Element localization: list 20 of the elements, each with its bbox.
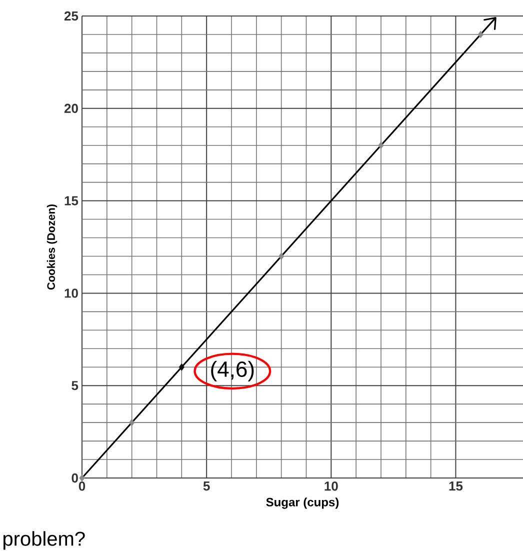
y-tick-label: 25 (64, 11, 78, 21)
point (129, 418, 135, 426)
x-tick-label: 5 (203, 482, 210, 491)
annotation: (4,6) (211, 360, 254, 382)
point (79, 474, 85, 482)
x-tick-label: 15 (449, 482, 463, 491)
point (378, 142, 384, 150)
point (178, 363, 184, 371)
y-tick-label: 5 (72, 381, 78, 390)
x-tick-label: 0 (78, 482, 86, 491)
text: problem? (3, 531, 85, 550)
x-axis-title: Sugar (cups) (266, 498, 339, 509)
y-tick-label: 15 (64, 196, 78, 206)
point (478, 30, 484, 38)
point (278, 252, 284, 260)
y-axis-title: Cookies (Dozen) (46, 204, 58, 290)
y-tick-label: 0 (72, 473, 78, 483)
y-tick-label: 20 (64, 104, 78, 113)
y-tick-label: 10 (64, 288, 78, 298)
x-tick-label: 10 (324, 482, 338, 491)
